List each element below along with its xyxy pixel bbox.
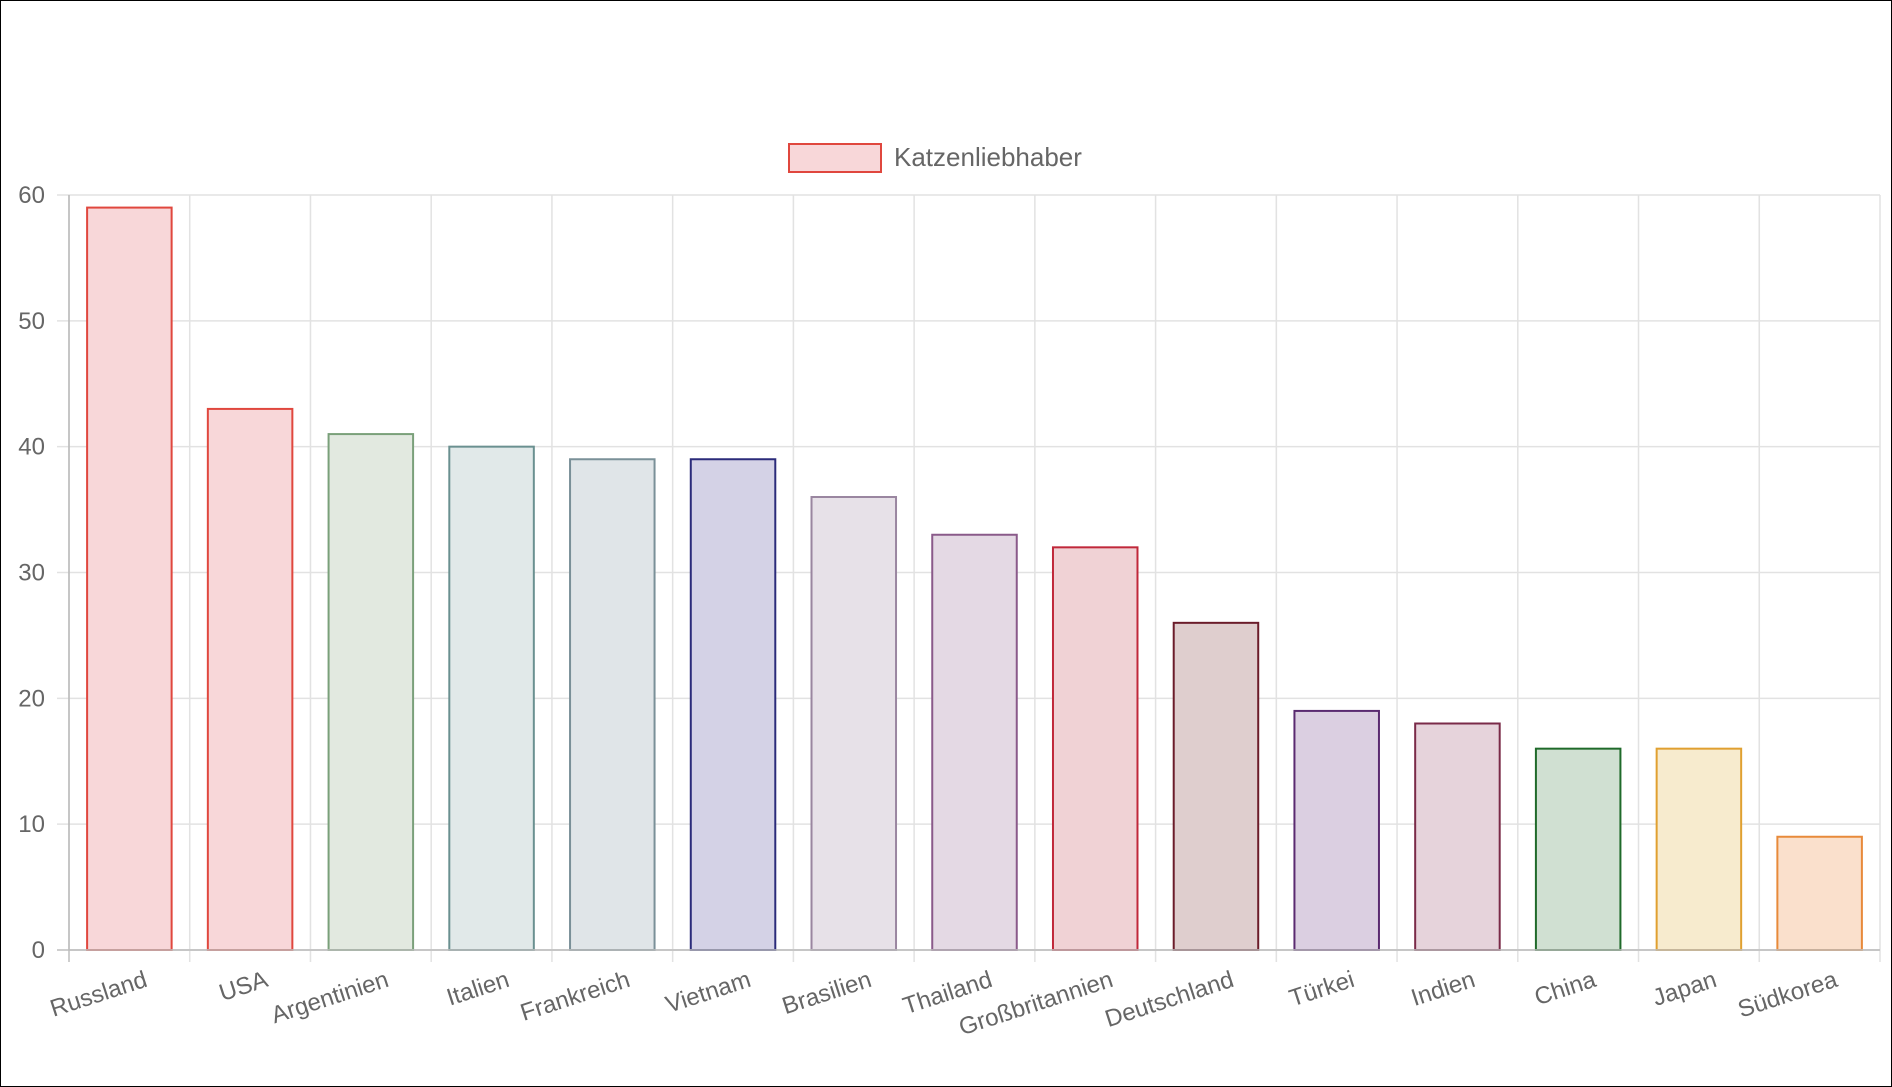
bar-indien	[1414, 722, 1501, 951]
bar-vietnam	[689, 458, 777, 951]
bar-japan	[1655, 747, 1743, 952]
grid	[57, 194, 1881, 962]
bar-italien	[448, 445, 535, 951]
bar-thailand	[931, 533, 1018, 951]
x-tick-label: Türkei	[1286, 966, 1358, 1012]
y-tick-label: 30	[18, 560, 45, 587]
x-tick-label: USA	[216, 966, 271, 1007]
x-tick-label: Südkorea	[1735, 966, 1842, 1024]
y-tick-label: 50	[18, 308, 45, 335]
bar-deutschland	[1172, 621, 1260, 951]
bar-frankreich	[569, 458, 656, 951]
y-tick-label: 20	[18, 685, 45, 712]
bars	[86, 206, 1863, 952]
bar-argentinien	[327, 433, 415, 952]
axes	[68, 195, 1880, 951]
legend-label: Katzenliebhaber	[894, 142, 1082, 172]
bar-brasilien	[810, 496, 898, 951]
x-tick-label: Frankreich	[517, 966, 633, 1027]
y-tick-label: 60	[18, 182, 45, 209]
x-tick-label: Russland	[47, 966, 151, 1023]
legend-swatch	[788, 143, 882, 173]
x-tick-label: Vietnam	[662, 966, 754, 1019]
x-tick-label: Italien	[443, 966, 512, 1011]
bar-russland	[86, 206, 173, 952]
bar-südkorea	[1776, 835, 1863, 951]
x-tick-label: Deutschland	[1102, 966, 1237, 1033]
y-axis-ticks: 0 10 20 30 40 50 60	[18, 182, 45, 964]
y-tick-label: 40	[18, 434, 45, 461]
x-tick-label: China	[1531, 966, 1600, 1011]
x-tick-label: Argentinien	[268, 966, 392, 1029]
x-tick-label: Brasilien	[779, 966, 875, 1020]
bar-usa	[206, 407, 294, 951]
bar-china	[1534, 747, 1622, 952]
bar-großbritannien	[1051, 546, 1139, 951]
x-tick-label: Indien	[1408, 966, 1479, 1012]
legend[interactable]: Katzenliebhaber	[788, 142, 1082, 173]
y-tick-label: 0	[32, 937, 45, 964]
y-tick-label: 10	[18, 811, 45, 838]
x-tick-label: Japan	[1649, 966, 1720, 1012]
bar-türkei	[1293, 709, 1380, 952]
